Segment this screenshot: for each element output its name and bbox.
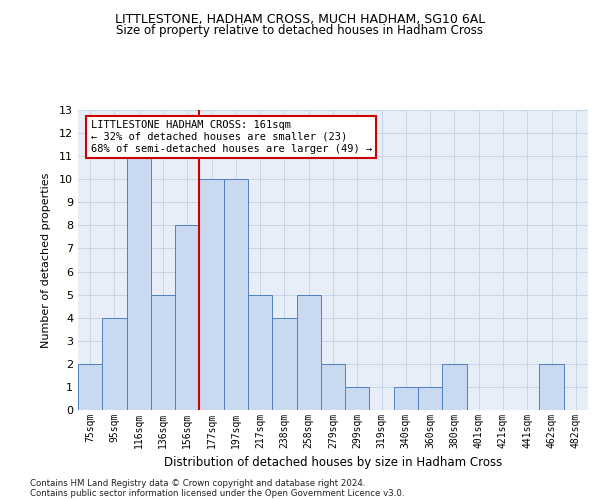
Bar <box>394 387 418 410</box>
Text: LITTLESTONE, HADHAM CROSS, MUCH HADHAM, SG10 6AL: LITTLESTONE, HADHAM CROSS, MUCH HADHAM, … <box>115 12 485 26</box>
Y-axis label: Number of detached properties: Number of detached properties <box>41 172 50 348</box>
X-axis label: Distribution of detached houses by size in Hadham Cross: Distribution of detached houses by size … <box>164 456 502 469</box>
Text: Contains HM Land Registry data © Crown copyright and database right 2024.: Contains HM Land Registry data © Crown c… <box>30 478 365 488</box>
Text: Contains public sector information licensed under the Open Government Licence v3: Contains public sector information licen… <box>30 488 404 498</box>
Bar <box>272 318 296 410</box>
Text: Size of property relative to detached houses in Hadham Cross: Size of property relative to detached ho… <box>116 24 484 37</box>
Bar <box>418 387 442 410</box>
Text: LITTLESTONE HADHAM CROSS: 161sqm
← 32% of detached houses are smaller (23)
68% o: LITTLESTONE HADHAM CROSS: 161sqm ← 32% o… <box>91 120 372 154</box>
Bar <box>248 294 272 410</box>
Bar <box>175 226 199 410</box>
Bar <box>102 318 127 410</box>
Bar <box>321 364 345 410</box>
Bar <box>78 364 102 410</box>
Bar <box>199 179 224 410</box>
Bar <box>442 364 467 410</box>
Bar <box>224 179 248 410</box>
Bar <box>296 294 321 410</box>
Bar <box>345 387 370 410</box>
Bar <box>151 294 175 410</box>
Bar <box>127 156 151 410</box>
Bar <box>539 364 564 410</box>
